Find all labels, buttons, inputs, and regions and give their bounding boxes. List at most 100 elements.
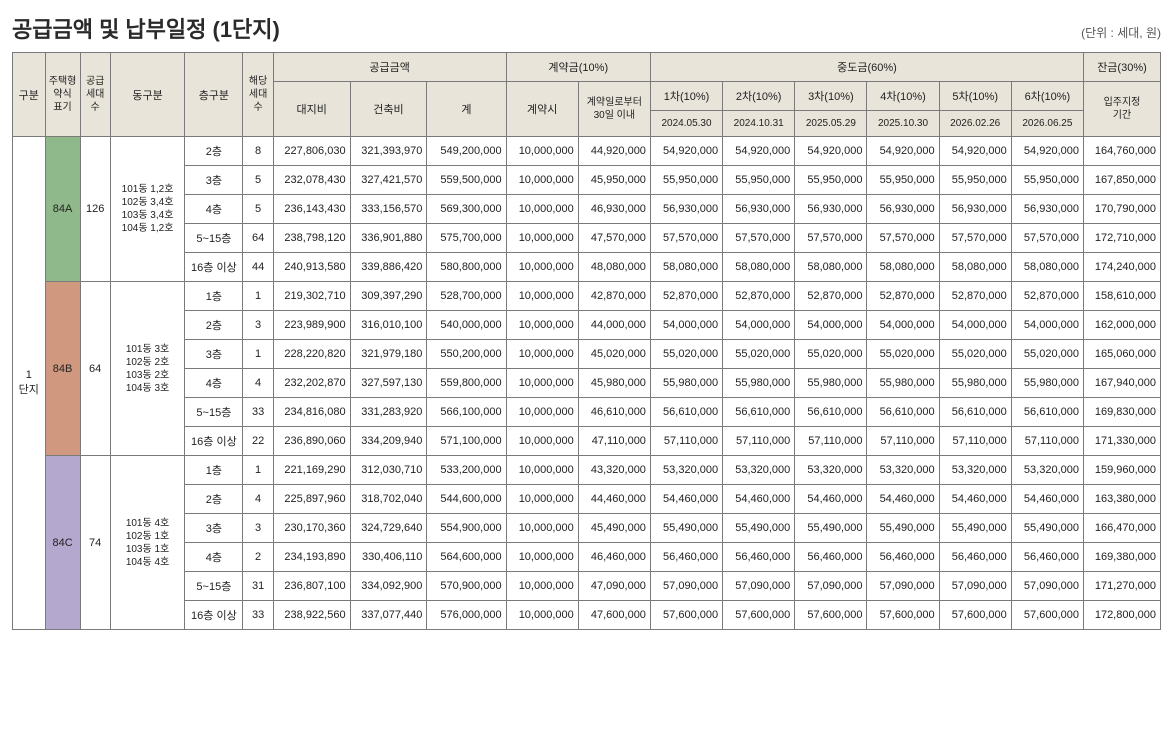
interim3-cell: 55,020,000 xyxy=(795,340,867,369)
floor-cell: 4층 xyxy=(185,195,243,224)
interim1-cell: 55,980,000 xyxy=(650,369,722,398)
land-cell: 225,897,960 xyxy=(273,485,350,514)
table-row: 16층 이상44240,913,580339,886,420580,800,00… xyxy=(13,253,1161,282)
contract1-cell: 10,000,000 xyxy=(506,427,578,456)
contract2-cell: 45,020,000 xyxy=(578,340,650,369)
interim4-cell: 56,610,000 xyxy=(867,398,939,427)
interim3-cell: 55,950,000 xyxy=(795,166,867,195)
floor-cell: 2층 xyxy=(185,137,243,166)
interim2-cell: 56,460,000 xyxy=(723,543,795,572)
interim4-cell: 55,980,000 xyxy=(867,369,939,398)
bldg-cell: 324,729,640 xyxy=(350,514,427,543)
th-i2: 2차(10%) xyxy=(723,82,795,111)
interim5-cell: 52,870,000 xyxy=(939,282,1011,311)
table-row: 16층 이상33238,922,560337,077,440576,000,00… xyxy=(13,601,1161,630)
interim6-cell: 57,570,000 xyxy=(1011,224,1083,253)
total-cell: 566,100,000 xyxy=(427,398,506,427)
balance-cell: 164,760,000 xyxy=(1083,137,1160,166)
interim2-cell: 56,930,000 xyxy=(723,195,795,224)
interim5-cell: 57,600,000 xyxy=(939,601,1011,630)
total-cell: 540,000,000 xyxy=(427,311,506,340)
table-row: 5~15층64238,798,120336,901,880575,700,000… xyxy=(13,224,1161,253)
interim4-cell: 57,090,000 xyxy=(867,572,939,601)
unit-count-cell: 22 xyxy=(243,427,273,456)
table-row: 1 단지84A126101동 1,2호 102동 3,4호 103동 3,4호 … xyxy=(13,137,1161,166)
table-row: 2층3223,989,900316,010,100540,000,00010,0… xyxy=(13,311,1161,340)
th-supply-cnt: 공급 세대 수 xyxy=(80,53,110,137)
bldg-cell: 330,406,110 xyxy=(350,543,427,572)
interim6-cell: 58,080,000 xyxy=(1011,253,1083,282)
contract2-cell: 47,110,000 xyxy=(578,427,650,456)
interim1-cell: 54,000,000 xyxy=(650,311,722,340)
th-i1: 1차(10%) xyxy=(650,82,722,111)
land-cell: 227,806,030 xyxy=(273,137,350,166)
contract1-cell: 10,000,000 xyxy=(506,543,578,572)
land-cell: 223,989,900 xyxy=(273,311,350,340)
balance-cell: 170,790,000 xyxy=(1083,195,1160,224)
th-gubun: 구분 xyxy=(13,53,46,137)
contract1-cell: 10,000,000 xyxy=(506,398,578,427)
contract1-cell: 10,000,000 xyxy=(506,195,578,224)
contract1-cell: 10,000,000 xyxy=(506,340,578,369)
unit-count-cell: 3 xyxy=(243,311,273,340)
unit-count-cell: 5 xyxy=(243,195,273,224)
balance-cell: 169,380,000 xyxy=(1083,543,1160,572)
contract2-cell: 44,460,000 xyxy=(578,485,650,514)
contract2-cell: 42,870,000 xyxy=(578,282,650,311)
unit-count-cell: 2 xyxy=(243,543,273,572)
th-d1: 2024.05.30 xyxy=(650,111,722,137)
interim2-cell: 58,080,000 xyxy=(723,253,795,282)
table-row: 5~15층31236,807,100334,092,900570,900,000… xyxy=(13,572,1161,601)
contract1-cell: 10,000,000 xyxy=(506,456,578,485)
total-cell: 559,500,000 xyxy=(427,166,506,195)
interim5-cell: 57,110,000 xyxy=(939,427,1011,456)
interim4-cell: 55,490,000 xyxy=(867,514,939,543)
interim1-cell: 55,490,000 xyxy=(650,514,722,543)
interim1-cell: 56,460,000 xyxy=(650,543,722,572)
contract1-cell: 10,000,000 xyxy=(506,166,578,195)
land-cell: 238,922,560 xyxy=(273,601,350,630)
interim4-cell: 56,930,000 xyxy=(867,195,939,224)
floor-cell: 3층 xyxy=(185,340,243,369)
interim6-cell: 52,870,000 xyxy=(1011,282,1083,311)
interim5-cell: 56,610,000 xyxy=(939,398,1011,427)
unit-count-cell: 31 xyxy=(243,572,273,601)
bldg-cell: 312,030,710 xyxy=(350,456,427,485)
contract2-cell: 44,000,000 xyxy=(578,311,650,340)
land-cell: 236,890,060 xyxy=(273,427,350,456)
interim3-cell: 57,570,000 xyxy=(795,224,867,253)
unit-count-cell: 1 xyxy=(243,340,273,369)
contract2-cell: 48,080,000 xyxy=(578,253,650,282)
th-d6: 2026.06.25 xyxy=(1011,111,1083,137)
floor-cell: 3층 xyxy=(185,514,243,543)
total-cell: 550,200,000 xyxy=(427,340,506,369)
unit-count-cell: 4 xyxy=(243,485,273,514)
table-row: 3층3230,170,360324,729,640554,900,00010,0… xyxy=(13,514,1161,543)
floor-cell: 16층 이상 xyxy=(185,601,243,630)
interim3-cell: 57,090,000 xyxy=(795,572,867,601)
interim5-cell: 57,570,000 xyxy=(939,224,1011,253)
th-dong: 동구분 xyxy=(110,53,185,137)
interim1-cell: 57,110,000 xyxy=(650,427,722,456)
interim5-cell: 56,930,000 xyxy=(939,195,1011,224)
th-i6: 6차(10%) xyxy=(1011,82,1083,111)
interim6-cell: 57,090,000 xyxy=(1011,572,1083,601)
table-row: 3층1228,220,820321,979,180550,200,00010,0… xyxy=(13,340,1161,369)
interim4-cell: 54,460,000 xyxy=(867,485,939,514)
interim1-cell: 56,930,000 xyxy=(650,195,722,224)
balance-cell: 166,470,000 xyxy=(1083,514,1160,543)
total-cell: 559,800,000 xyxy=(427,369,506,398)
dong-cell: 101동 3호 102동 2호 103동 2호 104동 3호 xyxy=(110,282,185,456)
interim1-cell: 58,080,000 xyxy=(650,253,722,282)
unit-count-cell: 44 xyxy=(243,253,273,282)
bldg-cell: 331,283,920 xyxy=(350,398,427,427)
contract1-cell: 10,000,000 xyxy=(506,485,578,514)
interim2-cell: 57,570,000 xyxy=(723,224,795,253)
interim6-cell: 54,000,000 xyxy=(1011,311,1083,340)
type-cell: 84B xyxy=(45,282,80,456)
th-floor: 층구분 xyxy=(185,53,243,137)
unit-count-cell: 4 xyxy=(243,369,273,398)
land-cell: 236,807,100 xyxy=(273,572,350,601)
balance-cell: 163,380,000 xyxy=(1083,485,1160,514)
th-d3: 2025.05.29 xyxy=(795,111,867,137)
